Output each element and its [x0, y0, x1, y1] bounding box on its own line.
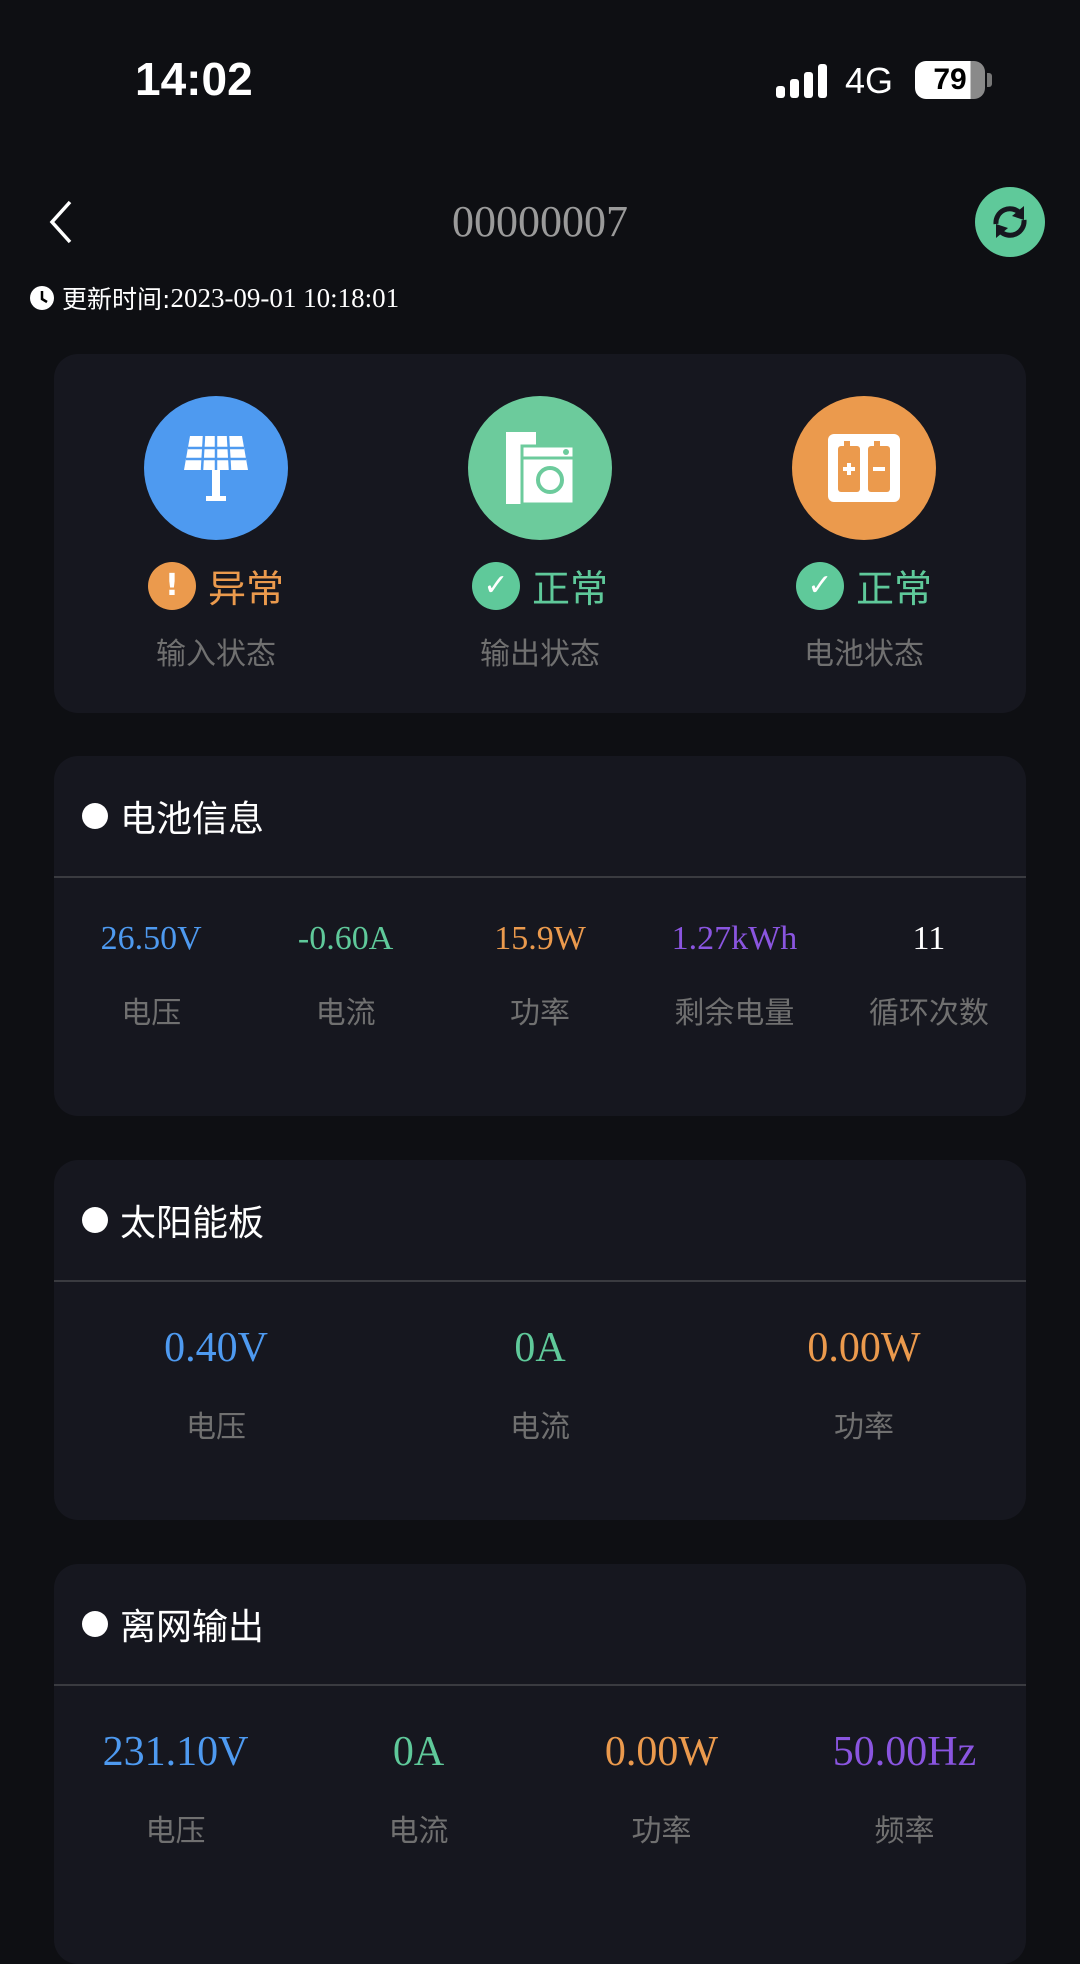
metric-value: 231.10V	[102, 1729, 249, 1775]
back-button[interactable]	[48, 198, 88, 246]
bullet-icon	[82, 803, 108, 829]
metric-label: 电流	[315, 996, 376, 1031]
battery-info-card: 电池信息 26.50V 电压 -0.60A 电流 15.9W 功率 1.27kWh 剩余电量 1…	[54, 756, 1026, 1116]
metric-label: 频率	[874, 1814, 935, 1849]
status-label: 输入状态	[156, 637, 276, 672]
section-title: 电池信息	[120, 799, 265, 840]
metric-label: 电压	[186, 1410, 246, 1445]
metric-item: 26.50V 电压	[54, 878, 248, 1032]
battery-icon: 79	[915, 61, 985, 99]
status-label: 电池状态	[804, 637, 924, 672]
status-state: ✓ 正常	[734, 558, 994, 613]
state-text: 正常	[531, 567, 608, 611]
state-text: 异常	[207, 567, 284, 611]
status-label: 输出状态	[480, 637, 600, 672]
chevron-left-icon	[49, 200, 72, 244]
metric-value: -0.60A	[297, 920, 394, 957]
update-value: 2023-09-01 10:18:01	[170, 282, 400, 313]
metric-label: 电压	[121, 996, 182, 1031]
metric-item: 0.00W 功率	[540, 1686, 783, 1850]
status-item: ✓ 正常 输出状态	[410, 396, 670, 673]
metric-item: 1.27kWh 剩余电量	[637, 878, 831, 1032]
update-time: 更新时间: 2023-09-01 10:18:01	[30, 280, 399, 316]
status-time: 14:02	[135, 53, 253, 105]
metric-item: 15.9W 功率	[443, 878, 637, 1032]
section-header: 太阳能板	[54, 1160, 1026, 1282]
clock-icon	[30, 286, 54, 310]
status-state: ! 异常	[86, 558, 346, 613]
metric-value: 0.00W	[604, 1729, 719, 1775]
status-card: ! 异常 输入状态 ✓ 正常 输出状态 ✓ 正常 电池状态	[54, 354, 1026, 713]
metric-label: 功率	[631, 1814, 692, 1849]
section-title: 太阳能板	[120, 1203, 265, 1244]
metric-item: 50.00Hz 频率	[783, 1686, 1026, 1850]
state-text: 正常	[855, 567, 932, 611]
solar-panel-card: 太阳能板 0.40V 电压 0A 电流 0.00W 功率	[54, 1160, 1026, 1520]
appliance-icon	[468, 396, 612, 540]
metric-label: 剩余电量	[674, 996, 795, 1031]
bullet-icon	[82, 1611, 108, 1637]
section-title: 离网输出	[120, 1607, 265, 1648]
status-state: ✓ 正常	[410, 558, 670, 613]
battery-cap	[987, 73, 992, 87]
metric-value: 50.00Hz	[832, 1729, 977, 1775]
metric-item: 0A 电流	[297, 1686, 540, 1850]
solar-panel-icon	[144, 396, 288, 540]
battery-icon	[792, 396, 936, 540]
metric-label: 电压	[145, 1814, 206, 1849]
refresh-button[interactable]	[975, 187, 1045, 257]
network-type: 4G	[845, 60, 894, 101]
metric-value: 0.00W	[807, 1325, 921, 1371]
metric-item: 0A 电流	[378, 1282, 702, 1446]
metric-item: 0.00W 功率	[702, 1282, 1026, 1446]
status-item: ✓ 正常 电池状态	[734, 396, 994, 673]
metric-label: 循环次数	[868, 996, 989, 1031]
metric-value: 11	[912, 920, 946, 957]
metric-item: 231.10V 电压	[54, 1686, 297, 1850]
metric-value: 26.50V	[100, 920, 202, 957]
update-label: 更新时间:	[62, 285, 171, 314]
signal-icon	[776, 64, 827, 98]
bullet-icon	[82, 1207, 108, 1233]
page-title: 00000007	[452, 197, 628, 246]
check-icon: ✓	[795, 561, 844, 610]
metric-label: 功率	[510, 996, 571, 1031]
metric-value: 0.40V	[164, 1325, 268, 1371]
section-header: 电池信息	[54, 756, 1026, 878]
status-item: ! 异常 输入状态	[86, 396, 346, 673]
metric-item: 11 循环次数	[832, 878, 1026, 1032]
section-header: 离网输出	[54, 1564, 1026, 1686]
refresh-icon	[993, 206, 1027, 238]
metric-label: 电流	[510, 1410, 570, 1445]
metric-label: 功率	[834, 1410, 894, 1445]
offgrid-output-card: 离网输出 231.10V 电压 0A 电流 0.00W 功率 50.00Hz 频率	[54, 1564, 1026, 1964]
metric-item: 0.40V 电压	[54, 1282, 378, 1446]
check-icon: ✓	[471, 561, 520, 610]
metric-value: 0A	[392, 1729, 445, 1775]
metric-value: 0A	[514, 1325, 566, 1371]
warning-icon: !	[147, 561, 196, 610]
metric-label: 电流	[388, 1814, 449, 1849]
metric-value: 1.27kWh	[671, 920, 798, 957]
metric-value: 15.9W	[494, 920, 586, 957]
metric-item: -0.60A 电流	[248, 878, 442, 1032]
